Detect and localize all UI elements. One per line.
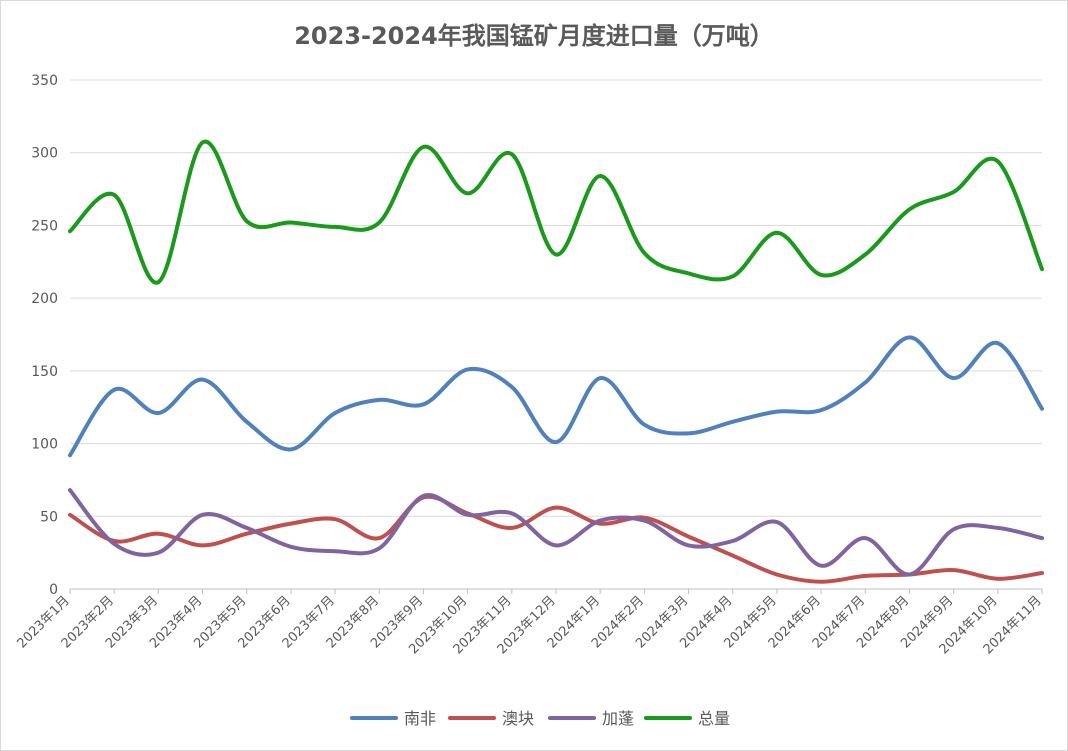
series-line-1 [68,335,1044,458]
y-tick-label: 100 [31,437,58,453]
series-line-2 [68,494,1044,584]
y-tick-label: 300 [31,146,58,162]
y-axis-ticks: 0 50 100 150 200 250 300 350 [31,73,58,598]
y-tick-label: 250 [31,218,58,234]
y-tick-label: 50 [40,509,58,525]
legend-label-2: 澳块 [502,709,534,728]
chart-title: 2023-2024年我国锰矿月度进口量（万吨） [294,22,774,50]
grid-lines [70,79,1042,517]
legend-label-3: 加蓬 [602,709,634,728]
y-tick-label: 350 [31,73,58,89]
series-lines [68,139,1044,584]
x-axis-ticks: 2023年1月2023年2月2023年3月2023年4月2023年5月2023年… [15,593,1045,657]
y-tick-label: 150 [31,364,58,380]
legend-label-1: 南非 [404,709,436,728]
series-line-4 [68,139,1044,285]
legend: 南非 澳块 加蓬 总量 [350,709,730,728]
y-tick-label: 0 [49,582,58,598]
y-tick-label: 200 [31,291,58,307]
x-axis [69,588,1043,594]
series-line-3 [68,488,1044,577]
legend-label-4: 总量 [698,709,730,728]
